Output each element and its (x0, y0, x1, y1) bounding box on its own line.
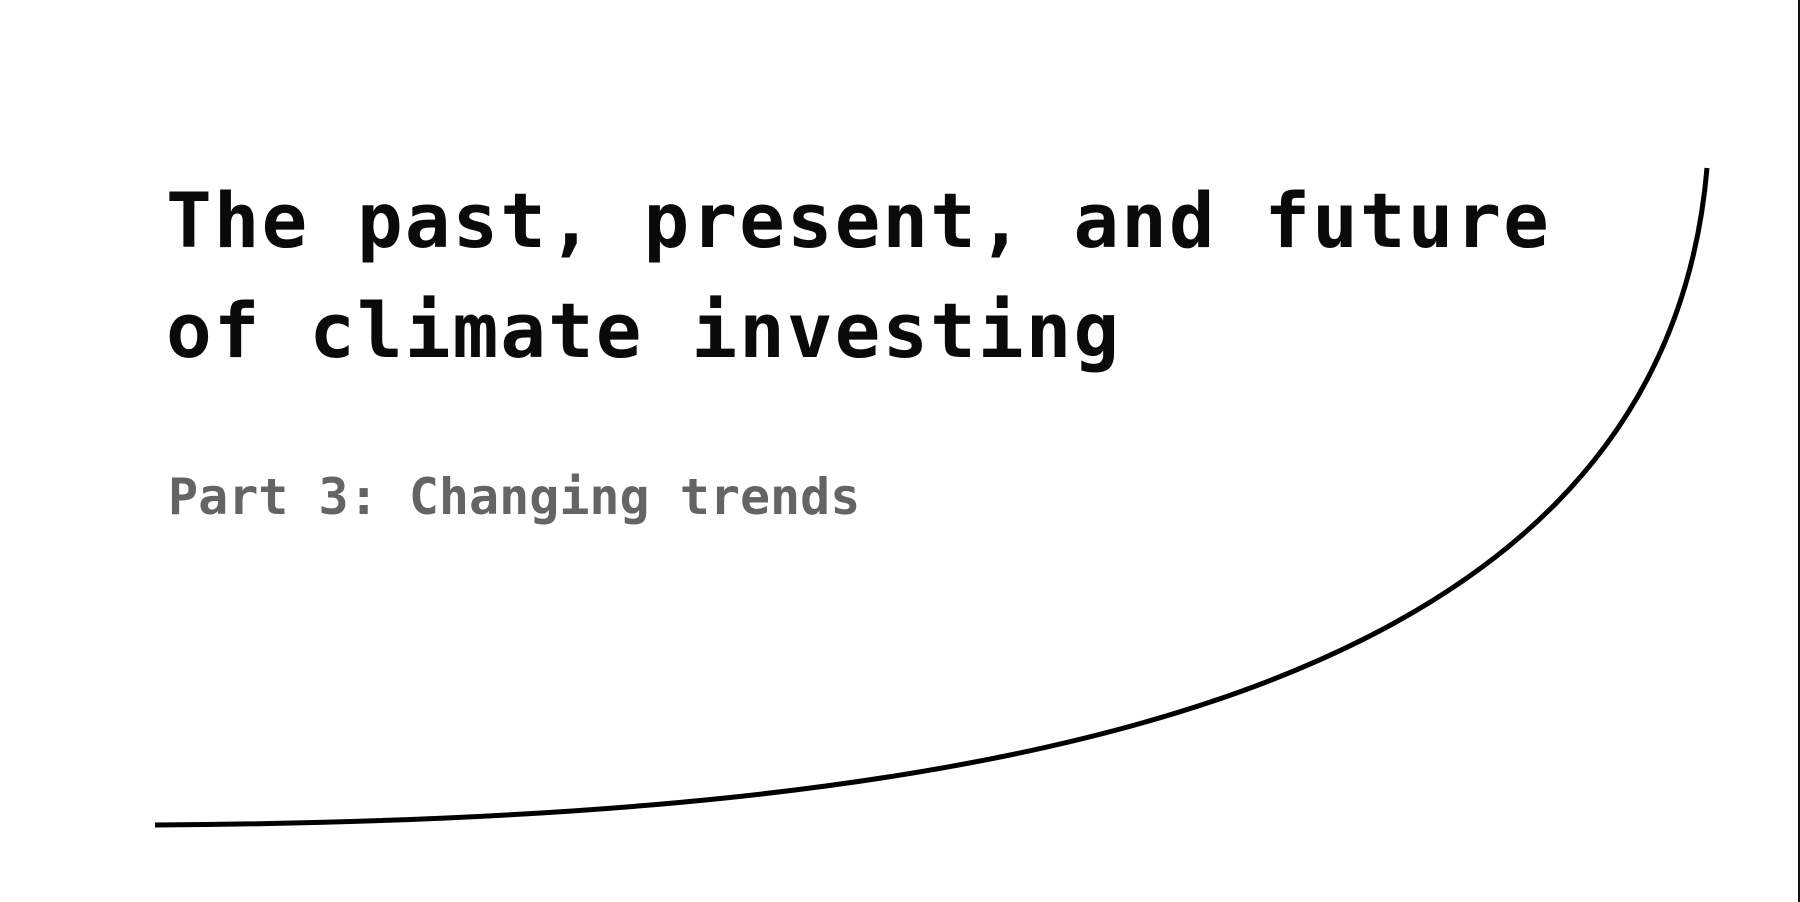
page-title: The past, present, and future of climate… (166, 166, 1646, 386)
right-edge-divider (1798, 0, 1800, 902)
title-line-2: of climate investing (166, 286, 1122, 375)
growth-curve-path (154, 167, 1710, 828)
page-subtitle: Part 3: Changing trends (168, 468, 861, 526)
title-line-1: The past, present, and future (166, 176, 1551, 265)
